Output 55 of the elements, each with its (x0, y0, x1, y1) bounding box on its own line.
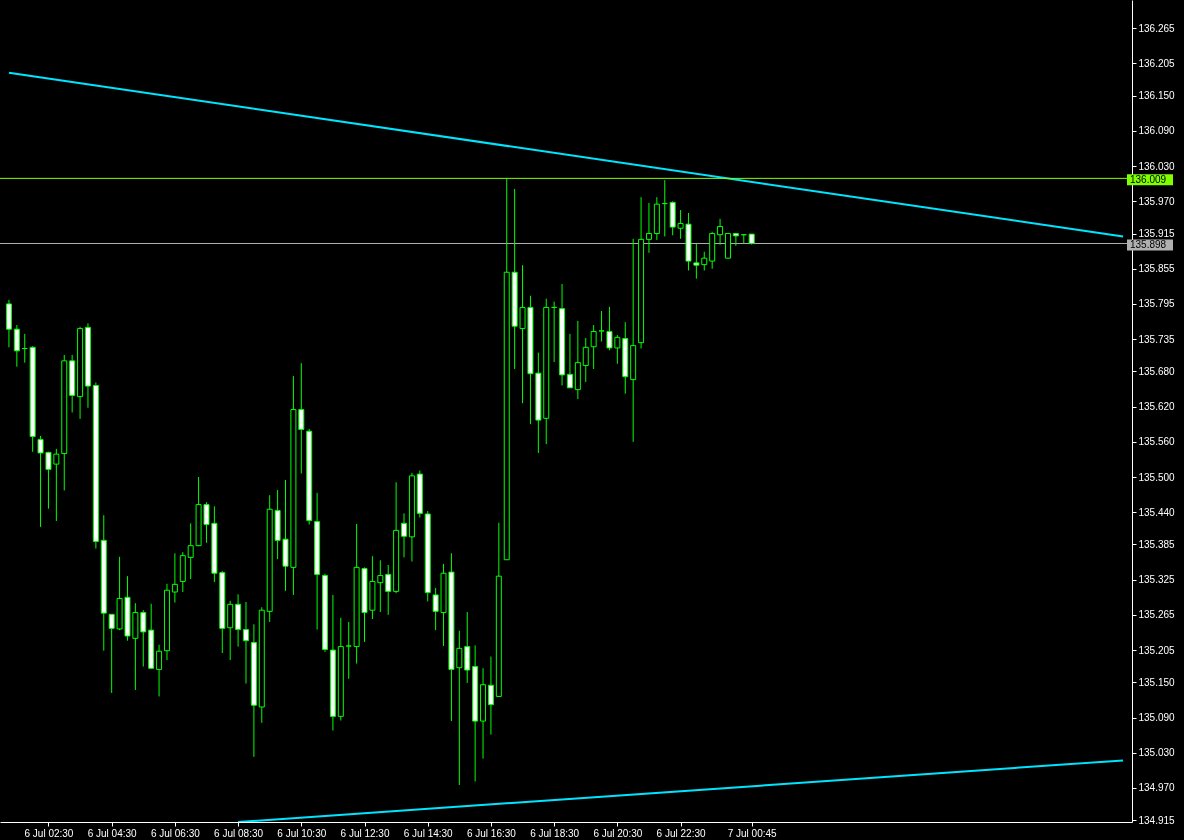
y-tick-label: 134.970 (1138, 782, 1176, 794)
candlestick (590, 324, 597, 370)
candlestick (732, 233, 739, 247)
y-tick-label: 135.440 (1138, 506, 1176, 518)
y-tick-label: 136.265 (1138, 22, 1176, 34)
x-tick-label: 6 Jul 22:30 (656, 827, 706, 839)
x-tick-label: 6 Jul 20:30 (593, 827, 643, 839)
candlestick (487, 656, 494, 736)
x-tick-label: 6 Jul 04:30 (87, 827, 138, 839)
y-tick-label: 135.265 (1138, 609, 1176, 621)
y-tick-label: 135.030 (1138, 747, 1176, 759)
y-tick-label: 136.150 (1138, 90, 1176, 102)
candlestick (156, 644, 163, 697)
x-tick-label: 7 Jul 00:45 (727, 827, 778, 839)
y-tick-label: 135.325 (1138, 574, 1176, 586)
y-tick-label: 135.150 (1138, 676, 1176, 688)
candlestick (401, 512, 408, 558)
x-tick-label: 6 Jul 06:30 (150, 827, 201, 839)
y-tick-label: 135.735 (1138, 333, 1176, 345)
candlestick (171, 552, 178, 604)
x-tick-label: 6 Jul 16:30 (466, 827, 517, 839)
x-tick-label: 6 Jul 02:30 (24, 827, 74, 839)
y-tick-label: 135.500 (1138, 471, 1176, 483)
y-tick-label: 135.680 (1138, 365, 1176, 377)
x-tick-label: 6 Jul 14:30 (403, 827, 454, 839)
y-tick-label: 135.855 (1138, 263, 1176, 275)
candlestick (717, 218, 724, 246)
y-tick-label: 135.205 (1138, 644, 1176, 656)
candlestick (345, 621, 352, 680)
y-tick-label: 135.915 (1138, 228, 1176, 240)
y-tick-label: 135.970 (1138, 195, 1176, 207)
candlestick (242, 601, 249, 685)
candlestick (13, 324, 20, 368)
y-tick-label: 135.795 (1138, 298, 1176, 310)
candlestick (227, 600, 234, 661)
x-tick-label: 6 Jul 18:30 (530, 827, 580, 839)
candlestick (582, 337, 589, 383)
y-tick-label: 136.090 (1138, 125, 1176, 137)
candlestick (385, 564, 392, 616)
y-tick-label: 136.030 (1138, 160, 1176, 172)
candlestick (645, 202, 652, 254)
candlestick (566, 333, 573, 389)
x-tick-label: 6 Jul 10:30 (277, 827, 327, 839)
ref-line-label: 136.009 (1130, 173, 1167, 185)
y-tick-label: 135.090 (1138, 712, 1176, 724)
y-tick-label: 134.915 (1138, 814, 1176, 826)
y-tick-label: 135.385 (1138, 538, 1176, 550)
y-tick-label: 135.560 (1138, 436, 1176, 448)
ref-line-label: 135.898 (1130, 238, 1167, 250)
x-tick-label: 6 Jul 08:30 (214, 827, 264, 839)
candlestick (598, 310, 605, 342)
y-tick-label: 136.205 (1138, 57, 1176, 69)
candlestick (464, 611, 471, 684)
y-tick-label: 135.620 (1138, 401, 1176, 413)
x-tick-label: 6 Jul 12:30 (340, 827, 390, 839)
